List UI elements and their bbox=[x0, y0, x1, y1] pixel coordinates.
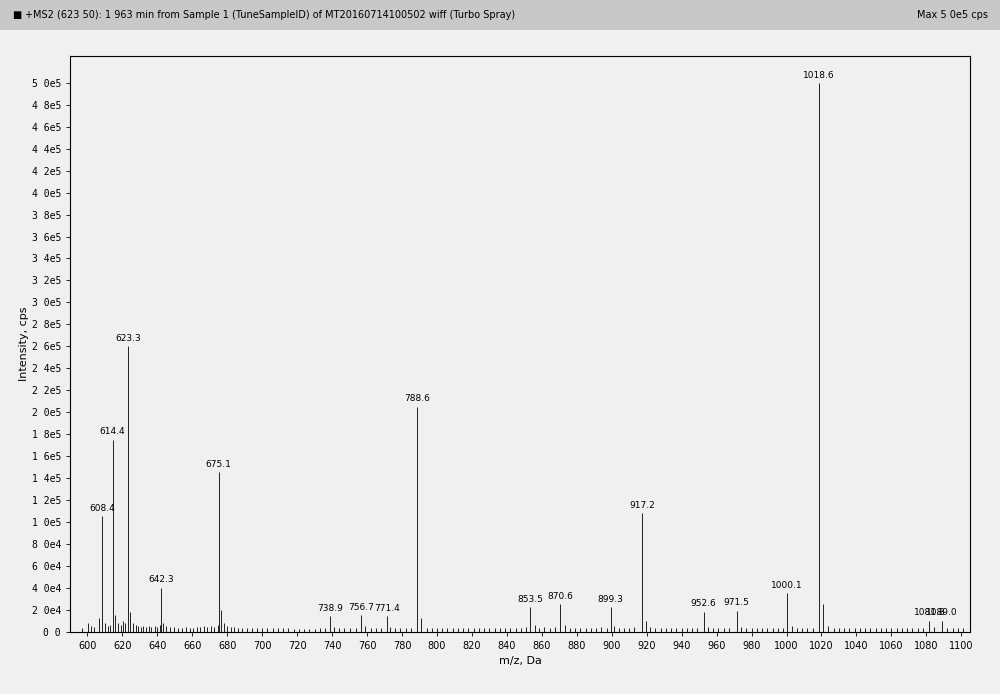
Text: 917.2: 917.2 bbox=[629, 501, 655, 510]
X-axis label: m/z, Da: m/z, Da bbox=[499, 656, 541, 666]
Text: 756.7: 756.7 bbox=[348, 603, 374, 612]
Text: 788.6: 788.6 bbox=[404, 394, 430, 403]
Text: 1018.6: 1018.6 bbox=[803, 71, 835, 80]
Text: 1081.8: 1081.8 bbox=[914, 608, 945, 617]
Text: 608.4: 608.4 bbox=[89, 504, 115, 513]
Text: +MS2 (623 50): 1 963 min from Sample 1 (TuneSampleID) of MT20160714100502 wiff (: +MS2 (623 50): 1 963 min from Sample 1 (… bbox=[25, 10, 515, 20]
Text: 1089.0: 1089.0 bbox=[926, 608, 958, 617]
Text: ■: ■ bbox=[12, 10, 21, 20]
Text: 1000.1: 1000.1 bbox=[771, 581, 802, 590]
Text: 623.3: 623.3 bbox=[115, 334, 141, 343]
Text: 675.1: 675.1 bbox=[206, 460, 232, 469]
Text: 642.3: 642.3 bbox=[149, 575, 174, 584]
Text: 870.6: 870.6 bbox=[547, 592, 573, 601]
Text: 771.4: 771.4 bbox=[374, 604, 400, 613]
Text: 971.5: 971.5 bbox=[724, 598, 750, 607]
Text: 952.6: 952.6 bbox=[691, 600, 717, 609]
Text: 738.9: 738.9 bbox=[317, 604, 343, 613]
Text: 899.3: 899.3 bbox=[598, 595, 623, 604]
Text: Max 5 0e5 cps: Max 5 0e5 cps bbox=[917, 10, 988, 20]
Y-axis label: Intensity, cps: Intensity, cps bbox=[19, 306, 29, 381]
Text: 614.4: 614.4 bbox=[100, 428, 125, 437]
Text: 853.5: 853.5 bbox=[518, 595, 543, 604]
